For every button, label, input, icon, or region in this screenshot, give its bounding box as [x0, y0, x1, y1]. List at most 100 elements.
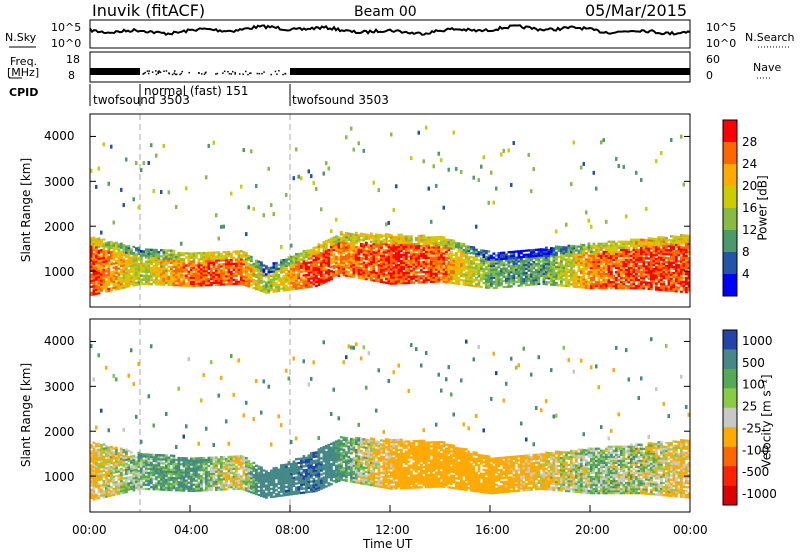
power-panel-cell	[105, 274, 108, 277]
power-panel-cell	[295, 269, 298, 272]
power-panel-cell	[345, 244, 348, 247]
power-panel-cell	[577, 259, 581, 262]
power-panel-cell	[515, 266, 518, 269]
power-panel-cell	[635, 258, 638, 262]
power-panel-cell	[142, 264, 146, 267]
power-panel-cell	[172, 255, 176, 258]
power-panel-cell	[97, 257, 101, 260]
power-panel-cell	[417, 247, 421, 250]
velocity-panel-cell	[95, 455, 98, 458]
power-panel-cell	[105, 284, 108, 287]
power-panel-cell	[675, 251, 678, 255]
power-panel-cell	[482, 277, 486, 281]
power-panel-cell	[470, 274, 473, 277]
power-panel-cell	[542, 250, 546, 253]
power-panel-cell	[332, 258, 336, 262]
power-panel-cell	[110, 277, 113, 280]
power-panel-cell	[335, 269, 338, 272]
power-panel-cell	[292, 277, 296, 280]
power-panel-cell	[287, 288, 291, 291]
power-panel-cell	[137, 256, 141, 260]
power-panel-cell	[242, 267, 246, 270]
power-panel-cell	[542, 266, 546, 269]
power-panel-cell	[670, 245, 673, 248]
freq-dot	[155, 70, 157, 72]
power-panel-cell	[265, 291, 268, 294]
power-panel-cell	[290, 272, 293, 275]
power-panel-cell	[395, 243, 398, 247]
power-panel-cell	[457, 250, 461, 253]
power-panel-cell	[555, 251, 558, 254]
power-panel-cell	[317, 259, 321, 262]
power-panel-cell	[505, 269, 508, 272]
cpid-segment-1: twofsound 3503	[93, 93, 190, 107]
power-panel-cell	[530, 267, 533, 270]
power-panel-cell	[305, 276, 308, 279]
velocity-panel-cell	[105, 475, 108, 478]
power-panel-cell	[457, 258, 461, 261]
power-panel-cell	[185, 268, 188, 271]
power-panel-cell	[290, 280, 293, 283]
power-panel-cell	[620, 283, 623, 286]
power-panel-cell	[425, 276, 428, 280]
power-panel-cell	[662, 264, 666, 268]
power-panel-cell	[380, 242, 383, 245]
power-panel-cell	[395, 252, 398, 255]
power-panel-cell	[177, 268, 181, 271]
power-panel-cell	[615, 258, 618, 262]
power-panel-cell	[560, 248, 563, 251]
power-panel-cell	[602, 270, 606, 274]
power-panel-cell	[162, 255, 166, 258]
power-panel-cell	[390, 250, 393, 253]
velocity-panel-cell	[115, 448, 118, 451]
power-panel-cell	[102, 268, 106, 271]
velocity-panel-cell	[92, 455, 96, 459]
power-panel-cell	[125, 251, 128, 254]
power-panel-cell	[502, 251, 506, 254]
power-panel-cell	[525, 275, 528, 279]
power-panel-cell	[682, 286, 686, 290]
power-panel-cell	[190, 264, 193, 267]
power-panel-cell	[342, 263, 346, 267]
power-panel-cell	[205, 278, 208, 281]
power-panel-cell	[562, 268, 566, 271]
power-panel-cell	[405, 249, 408, 252]
power-panel-cell	[107, 259, 111, 262]
power-panel-cell	[550, 267, 553, 270]
power-panel-cell	[110, 144, 113, 149]
power-panel-cell	[427, 240, 431, 243]
power-panel-cell	[535, 276, 538, 280]
power-panel-cell	[167, 281, 171, 285]
power-panel-cell	[227, 281, 231, 284]
power-panel-cell	[380, 278, 383, 281]
power-panel-cell	[500, 263, 503, 267]
power-panel-cell	[260, 263, 263, 266]
power-panel-cell	[545, 264, 548, 268]
power-panel-cell	[342, 261, 346, 265]
power-panel-cell	[197, 270, 201, 273]
power-panel-cell	[232, 256, 236, 259]
power-panel-cell	[575, 245, 578, 248]
power-panel-cell	[372, 255, 376, 258]
power-panel-cell	[105, 243, 108, 247]
power-panel-cell	[455, 258, 458, 261]
power-panel-cell	[442, 280, 446, 283]
power-panel-cell	[375, 279, 378, 283]
power-panel-cell	[322, 281, 326, 284]
power-panel-cell	[342, 270, 346, 273]
power-panel-cell	[242, 281, 246, 284]
power-panel-cell	[245, 284, 248, 287]
power-panel-cell	[500, 257, 503, 261]
power-panel-cell	[235, 252, 238, 255]
power-panel-cell	[205, 284, 208, 287]
power-panel-cell	[372, 241, 376, 244]
velocity-panel-cell	[125, 476, 128, 480]
power-panel-cell	[340, 251, 343, 254]
power-panel-cell	[142, 262, 146, 265]
power-panel-cell	[205, 276, 208, 279]
power-panel-cell	[480, 285, 483, 288]
power-panel-cell	[562, 266, 566, 269]
power-panel-cell	[240, 278, 243, 281]
power-panel-cell	[422, 234, 426, 237]
power-panel-cell	[352, 239, 356, 242]
